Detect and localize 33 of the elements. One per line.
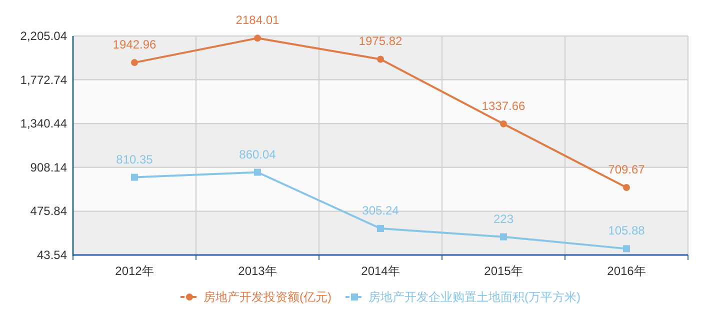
- y-tick-label: 43.54: [36, 248, 68, 262]
- data-label: 1942.96: [112, 38, 157, 52]
- point: [500, 120, 507, 128]
- data-label: 2184.01: [236, 13, 280, 28]
- point: [254, 168, 261, 176]
- point: [623, 184, 630, 192]
- y-tick-label: 475.84: [30, 204, 68, 218]
- data-label: 709.67: [608, 162, 646, 177]
- data-label: 223: [493, 212, 514, 226]
- x-tick-label: 2015年: [484, 264, 523, 278]
- point: [254, 34, 261, 42]
- point: [377, 56, 384, 63]
- point: [500, 233, 507, 240]
- x-tick-label: 2016年: [607, 264, 646, 278]
- data-label: 860.04: [239, 147, 276, 162]
- data-label: 1975.82: [358, 34, 403, 48]
- y-tick-label: 908.14: [30, 160, 68, 174]
- point: [131, 59, 138, 66]
- y-tick-label: 2,205.04: [20, 29, 68, 43]
- data-label: 1337.66: [482, 98, 526, 113]
- point: [131, 174, 138, 181]
- legend-label: 房地产开发投资额(亿元): [204, 290, 332, 304]
- point: [377, 224, 384, 232]
- data-label: 810.35: [116, 152, 154, 166]
- data-label: 105.88: [608, 224, 646, 238]
- point: [623, 245, 630, 252]
- x-tick-label: 2012年: [115, 264, 154, 278]
- x-tick-label: 2013年: [238, 264, 277, 278]
- legend-label: 房地产开发企业购置土地面积(万平方米): [368, 290, 580, 304]
- x-tick-label: 2014年: [361, 264, 400, 278]
- data-label: 305.24: [362, 203, 400, 218]
- y-tick-label: 1,340.44: [20, 116, 68, 131]
- y-tick-label: 1,772.74: [20, 72, 68, 87]
